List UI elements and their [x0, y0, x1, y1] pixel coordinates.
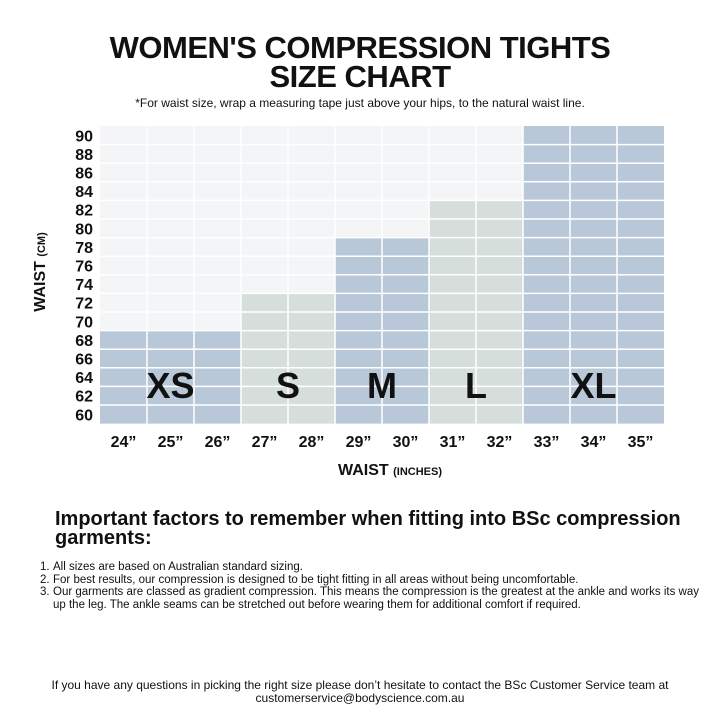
- x-tick-label: 30”: [393, 434, 419, 451]
- y-tick-label: 86: [75, 166, 93, 183]
- size-chart: XS S M L XL908886848280787674727068666462602…: [32, 126, 664, 479]
- x-tick-label: 32”: [487, 434, 513, 451]
- y-tick-label: 82: [75, 203, 93, 220]
- y-tick-label: 68: [75, 333, 93, 350]
- size-block-xs: [100, 330, 241, 424]
- important-heading: Important factors to remember when fitti…: [55, 508, 681, 549]
- note-number: 1.: [40, 561, 50, 573]
- y-tick-label: 62: [75, 389, 93, 406]
- chart-title-line1: WOMEN'S COMPRESSION TIGHTS: [109, 30, 611, 65]
- y-tick-label: 76: [75, 259, 93, 276]
- x-tick-label: 33”: [534, 434, 560, 451]
- note-item: 3. Our garments are classed as gradient c…: [40, 586, 710, 611]
- x-tick-label: 29”: [346, 434, 372, 451]
- y-tick-label: 64: [75, 370, 93, 387]
- x-axis-title: WAIST (INCHES): [338, 462, 442, 479]
- chart-title-line2: SIZE CHART: [269, 59, 452, 94]
- y-tick-label: 88: [75, 147, 93, 164]
- y-tick-label: 80: [75, 221, 93, 238]
- footer-email: customerservice@bodyscience.com.au: [255, 691, 465, 705]
- footer-line1: If you have any questions in picking the…: [51, 678, 669, 692]
- x-tick-label: 27”: [252, 434, 278, 451]
- y-tick-label: 84: [75, 184, 93, 201]
- note-number: 3.: [40, 586, 50, 598]
- y-tick-label: 74: [75, 277, 93, 294]
- x-tick-label: 28”: [299, 434, 325, 451]
- size-label-m: M: [367, 365, 397, 406]
- y-tick-label: 90: [75, 128, 93, 145]
- y-tick-label: 78: [75, 240, 93, 257]
- x-tick-label: 34”: [581, 434, 607, 451]
- y-tick-label: 60: [75, 407, 93, 424]
- size-label-xs: XS: [146, 365, 194, 406]
- size-label-xl: XL: [570, 365, 616, 406]
- x-tick-label: 25”: [158, 434, 184, 451]
- x-tick-label: 35”: [628, 434, 654, 451]
- x-tick-label: 26”: [205, 434, 231, 451]
- x-tick-label: 24”: [111, 434, 137, 451]
- footer-contact: If you have any questions in picking the…: [0, 679, 720, 705]
- note-item: 2. For best results, our compression is d…: [40, 574, 710, 587]
- important-notes-list: 1. All sizes are based on Australian stan…: [40, 561, 710, 611]
- x-tick-label: 31”: [440, 434, 466, 451]
- note-text: All sizes are based on Australian standa…: [53, 561, 303, 573]
- chart-subtitle: *For waist size, wrap a measuring tape j…: [135, 96, 585, 110]
- y-axis-title: WAIST (CM): [32, 232, 49, 312]
- size-label-s: S: [276, 365, 300, 406]
- y-tick-label: 70: [75, 314, 93, 331]
- note-number: 2.: [40, 573, 50, 586]
- y-tick-label: 66: [75, 352, 93, 369]
- y-tick-label: 72: [75, 296, 93, 313]
- size-label-l: L: [465, 365, 487, 406]
- note-item: 1. All sizes are based on Australian stan…: [40, 561, 710, 574]
- note-text: Our garments are classed as gradient com…: [53, 586, 700, 611]
- note-text: For best results, our compression is des…: [53, 573, 579, 586]
